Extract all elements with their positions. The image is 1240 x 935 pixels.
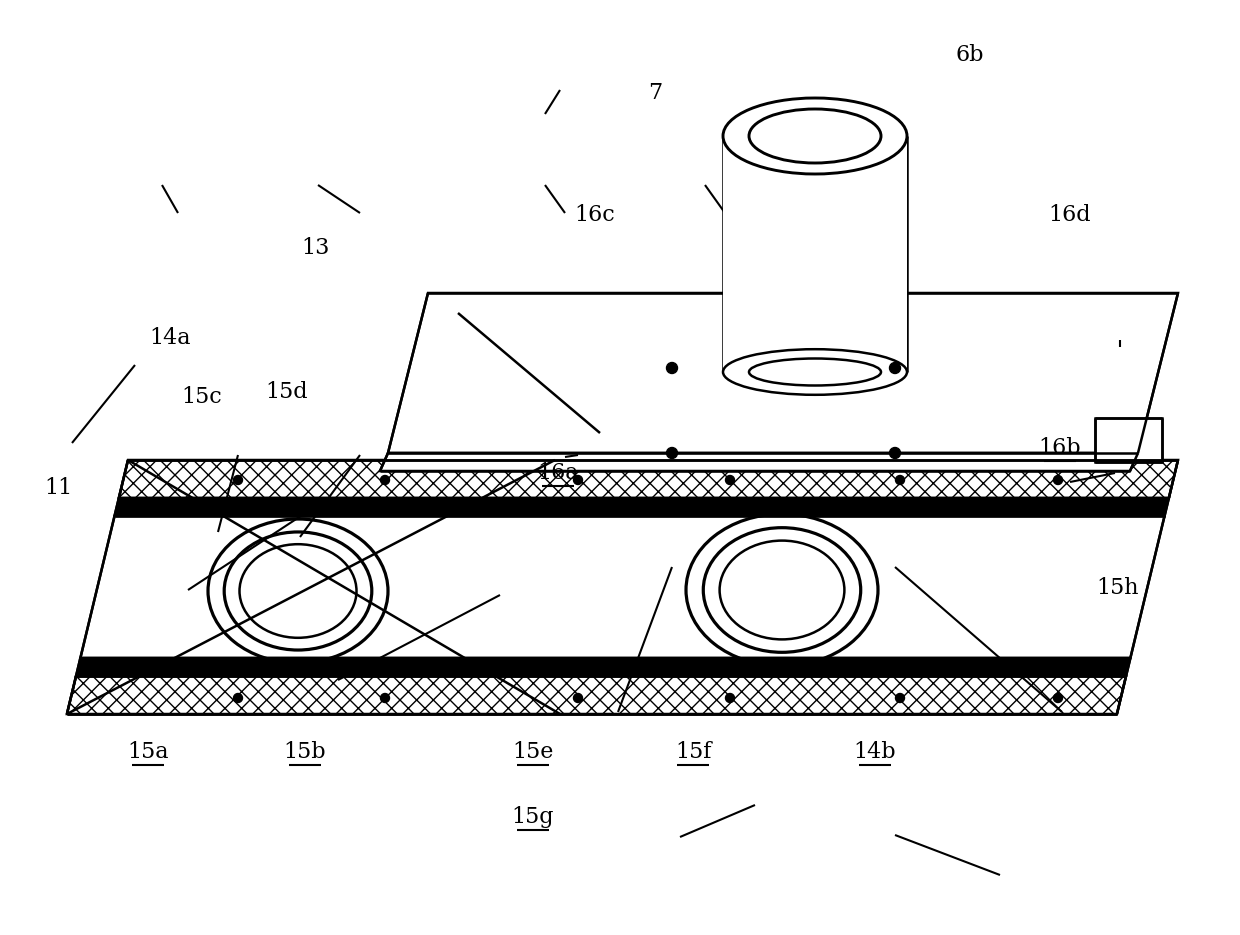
Text: 15h: 15h [1096, 577, 1140, 599]
Ellipse shape [703, 527, 861, 653]
Polygon shape [76, 658, 1131, 676]
Polygon shape [81, 516, 1164, 658]
Polygon shape [114, 498, 1169, 516]
Circle shape [667, 448, 677, 458]
Circle shape [1054, 694, 1063, 702]
Text: 13: 13 [301, 237, 329, 259]
Polygon shape [67, 676, 1126, 714]
Text: 14a: 14a [149, 327, 191, 349]
Circle shape [895, 476, 904, 484]
Ellipse shape [723, 349, 906, 395]
Polygon shape [119, 460, 1178, 498]
Ellipse shape [239, 544, 357, 638]
Circle shape [381, 476, 389, 484]
Circle shape [667, 363, 677, 373]
Circle shape [895, 694, 904, 702]
Text: 11: 11 [43, 477, 72, 499]
Text: 15g: 15g [512, 806, 554, 828]
Text: 15d: 15d [265, 381, 309, 403]
Ellipse shape [749, 358, 880, 385]
Text: 14b: 14b [853, 741, 897, 763]
Ellipse shape [723, 98, 906, 174]
Text: 16d: 16d [1049, 204, 1091, 226]
Text: 15a: 15a [128, 741, 169, 763]
Circle shape [233, 476, 243, 484]
Circle shape [381, 694, 389, 702]
Polygon shape [388, 293, 1178, 453]
Text: 15e: 15e [512, 741, 554, 763]
Text: 15f: 15f [675, 741, 712, 763]
Circle shape [889, 363, 900, 373]
Circle shape [233, 694, 243, 702]
Text: 15b: 15b [284, 741, 326, 763]
Text: 6b: 6b [956, 44, 985, 66]
Ellipse shape [719, 540, 844, 640]
Text: 16b: 16b [1039, 437, 1081, 459]
Text: 15c: 15c [181, 386, 222, 408]
Text: 16c: 16c [574, 204, 615, 226]
Polygon shape [723, 136, 906, 372]
Polygon shape [379, 453, 1138, 471]
Text: 16a: 16a [537, 462, 579, 484]
Circle shape [1054, 476, 1063, 484]
Circle shape [725, 694, 734, 702]
Polygon shape [1095, 418, 1162, 462]
Ellipse shape [749, 109, 880, 163]
Circle shape [889, 448, 900, 458]
Ellipse shape [224, 532, 372, 650]
Text: 7: 7 [649, 82, 662, 104]
Circle shape [725, 476, 734, 484]
Circle shape [573, 476, 583, 484]
Circle shape [573, 694, 583, 702]
